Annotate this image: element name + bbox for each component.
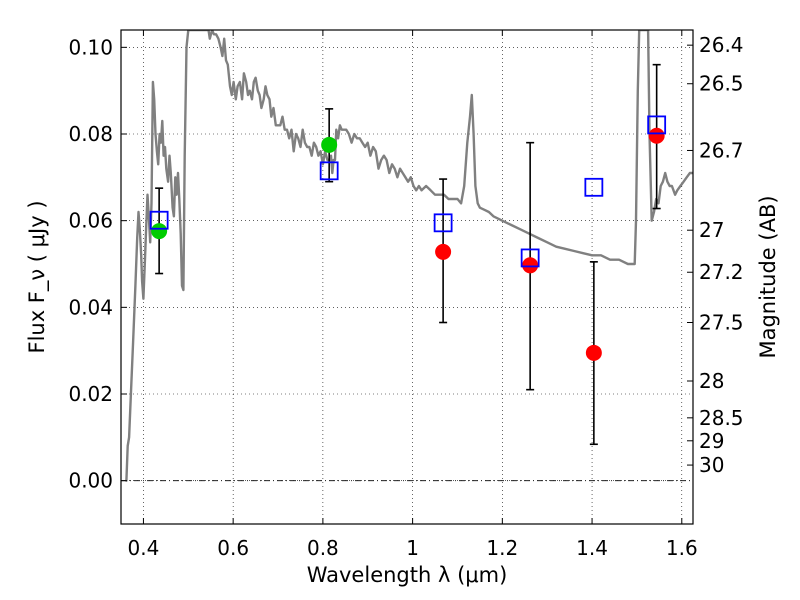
- magnitude-tick-label: 28: [699, 369, 724, 393]
- y-tick-label: 0.10: [68, 35, 113, 59]
- observed-point: [648, 127, 665, 144]
- x-tick-label: 0.8: [307, 536, 339, 560]
- y-tick-label: 0.04: [68, 295, 113, 319]
- observed-point: [435, 243, 452, 260]
- y-tick-label: 0.08: [68, 122, 113, 146]
- y-axis-ticks: 0.00 0.02 0.04 0.06 0.08 0.10: [68, 35, 127, 493]
- y-tick-label: 0.02: [68, 382, 113, 406]
- model-spectrum-line: [125, 30, 693, 482]
- model-flux-squares: [149, 115, 667, 268]
- y-axis-label: Flux F_ν ( μJy ): [25, 200, 50, 353]
- y-tick-label: 0.00: [68, 469, 113, 493]
- x-axis-label: Wavelength λ (μm): [307, 563, 508, 587]
- model-square: [149, 210, 169, 230]
- x-tick-label: 0.6: [217, 536, 249, 560]
- x-tick-label: 1: [406, 536, 419, 560]
- magnitude-tick-label: 27.2: [699, 260, 744, 284]
- magnitude-tick-label: 26.4: [699, 33, 744, 57]
- model-square: [433, 213, 453, 233]
- magnitude-tick-label: 26.5: [699, 72, 744, 96]
- model-square: [584, 177, 604, 197]
- observed-point: [522, 257, 539, 274]
- model-square: [319, 161, 339, 181]
- x-axis-ticks: 0.4 0.6 0.8 1 1.2 1.4 1.6: [128, 30, 698, 560]
- x-tick-label: 1.2: [486, 536, 518, 560]
- magnitude-tick-label: 30: [699, 453, 724, 477]
- observed-point: [585, 344, 602, 361]
- observed-point: [321, 136, 338, 153]
- model-square: [647, 115, 667, 135]
- right-axis-label: Magnitude (AB): [756, 195, 780, 358]
- magnitude-tick-label: 26.7: [699, 138, 744, 162]
- magnitude-tick-label: 27.5: [699, 311, 744, 335]
- magnitude-tick-label: 28.5: [699, 406, 744, 430]
- observed-point: [151, 223, 168, 240]
- magnitude-tick-label: 29: [699, 429, 724, 453]
- y-tick-label: 0.06: [68, 209, 113, 233]
- x-tick-label: 1.4: [576, 536, 608, 560]
- plot-frame: [120, 29, 694, 525]
- magnitude-tick-label: 27: [699, 218, 724, 242]
- grid-lines: [121, 30, 693, 524]
- x-tick-label: 0.4: [128, 536, 160, 560]
- model-square: [520, 248, 540, 268]
- x-tick-label: 1.6: [666, 536, 698, 560]
- observed-flux-points: [151, 127, 665, 361]
